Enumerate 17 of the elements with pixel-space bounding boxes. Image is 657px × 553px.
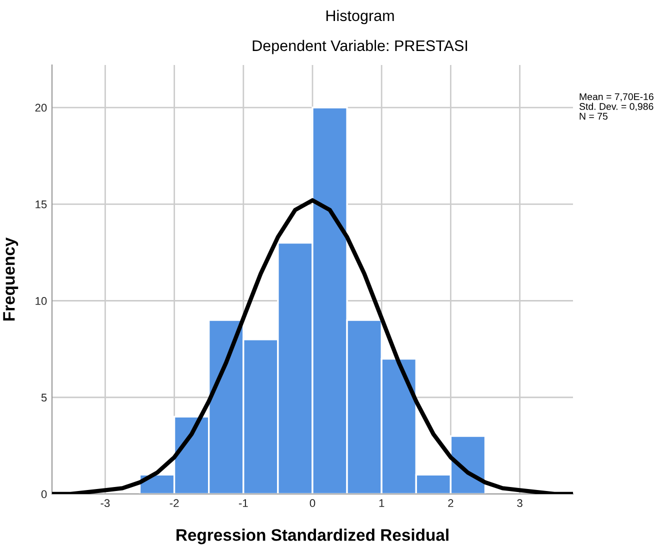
x-tick-label: -1 bbox=[238, 499, 248, 507]
y-tick-label: 10 bbox=[36, 297, 47, 305]
x-tick-label: -2 bbox=[170, 499, 179, 507]
y-tick-label: 15 bbox=[36, 200, 47, 208]
x-tick-label: 1 bbox=[379, 499, 384, 507]
x-tick-label: 2 bbox=[448, 499, 454, 507]
x-axis-title: Regression Standardized Residual bbox=[176, 528, 448, 544]
y-tick-label: 0 bbox=[41, 490, 47, 498]
chart-subtitle: Dependent Variable: PRESTASI bbox=[252, 40, 468, 54]
y-tick-label: 20 bbox=[35, 104, 47, 112]
x-tick-label: 0 bbox=[310, 499, 316, 508]
y-tick-label: 5 bbox=[41, 394, 47, 402]
x-tick-label: -3 bbox=[100, 499, 110, 508]
y-axis-title: Frequency bbox=[3, 237, 18, 321]
x-tick-label: 3 bbox=[517, 499, 522, 508]
text: Mean = 7,70E-16 Std. Dev. = 0,986 N = 75 bbox=[579, 93, 654, 120]
chart-title: Histogram bbox=[326, 10, 394, 24]
